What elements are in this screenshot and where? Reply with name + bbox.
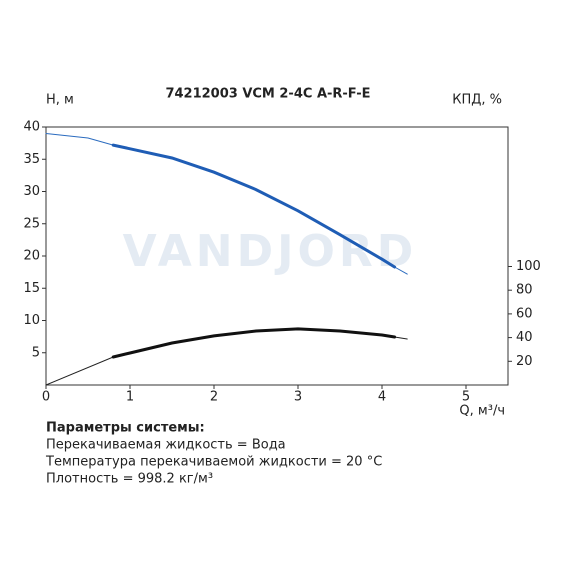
x-tick-label: 1 xyxy=(126,390,134,405)
y-tick-label: 40 xyxy=(23,120,40,135)
y-tick-label: 20 xyxy=(23,249,40,264)
y2-tick-label: 100 xyxy=(516,259,541,274)
y2-tick-label: 40 xyxy=(516,330,533,345)
chart-title: 74212003 VCM 2-4C A-R-F-E xyxy=(165,87,370,102)
x-tick-label: 2 xyxy=(210,390,218,405)
y-axis-label: H, м xyxy=(46,93,74,108)
curve xyxy=(111,143,397,269)
notes-heading: Параметры системы: xyxy=(46,421,205,436)
y-tick-label: 15 xyxy=(23,281,40,296)
y2-tick-label: 60 xyxy=(516,306,533,321)
x-tick-label: 3 xyxy=(294,390,302,405)
curve xyxy=(45,328,408,386)
x-tick-label: 4 xyxy=(378,390,386,405)
notes-line: Перекачиваемая жидкость = Вода xyxy=(46,438,286,453)
curve xyxy=(111,327,397,359)
y-tick-label: 25 xyxy=(23,216,40,231)
y-tick-label: 35 xyxy=(23,152,40,167)
x-tick-label: 0 xyxy=(42,390,50,405)
y2-axis-label: КПД, % xyxy=(452,93,502,108)
x-tick-label: 5 xyxy=(462,390,470,405)
y2-tick-label: 20 xyxy=(516,354,533,369)
notes-line: Плотность = 998.2 кг/м³ xyxy=(46,472,213,487)
x-axis-label: Q, м³/ч xyxy=(459,404,505,419)
notes-line: Температура перекачиваемой жидкости = 20… xyxy=(45,455,382,470)
y2-tick-label: 80 xyxy=(516,283,533,298)
y-tick-label: 30 xyxy=(23,184,40,199)
y-tick-label: 5 xyxy=(32,345,40,360)
y-tick-label: 10 xyxy=(23,313,40,328)
watermark: VANDJORD xyxy=(123,226,418,277)
